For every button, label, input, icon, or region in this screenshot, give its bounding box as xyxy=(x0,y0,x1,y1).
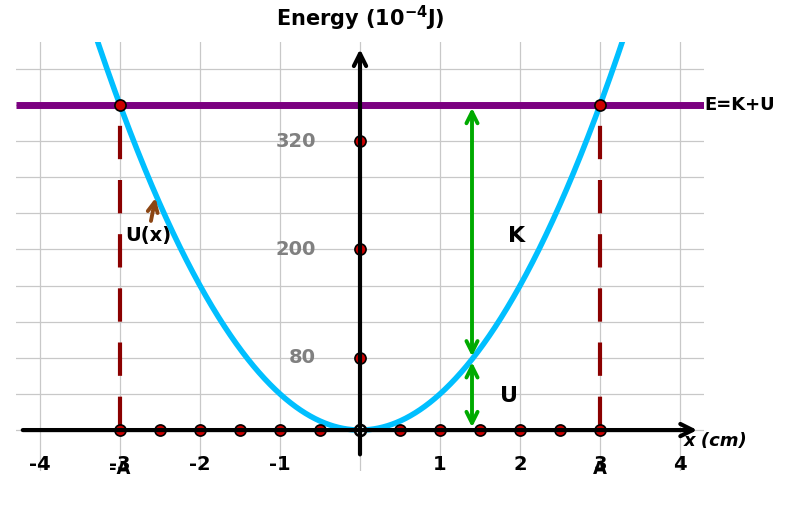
Text: U(x): U(x) xyxy=(125,202,171,245)
Text: 1: 1 xyxy=(433,456,447,474)
Text: -1: -1 xyxy=(269,456,291,474)
Text: Energy ($\mathbf{10^{-4}}$J): Energy ($\mathbf{10^{-4}}$J) xyxy=(276,4,444,33)
Text: 80: 80 xyxy=(289,348,316,367)
Text: 3: 3 xyxy=(594,456,606,474)
Text: -4: -4 xyxy=(29,456,51,474)
Text: 2: 2 xyxy=(513,456,527,474)
Text: E=K+U: E=K+U xyxy=(704,96,774,114)
Text: A: A xyxy=(593,460,607,478)
Text: -2: -2 xyxy=(189,456,211,474)
Text: x (cm): x (cm) xyxy=(684,432,748,450)
Text: 4: 4 xyxy=(673,456,687,474)
Text: 320: 320 xyxy=(275,132,316,151)
Text: K: K xyxy=(508,226,525,246)
Text: -3: -3 xyxy=(110,456,130,474)
Text: -A: -A xyxy=(110,460,130,478)
Text: 200: 200 xyxy=(276,240,316,259)
Text: U: U xyxy=(500,386,518,406)
